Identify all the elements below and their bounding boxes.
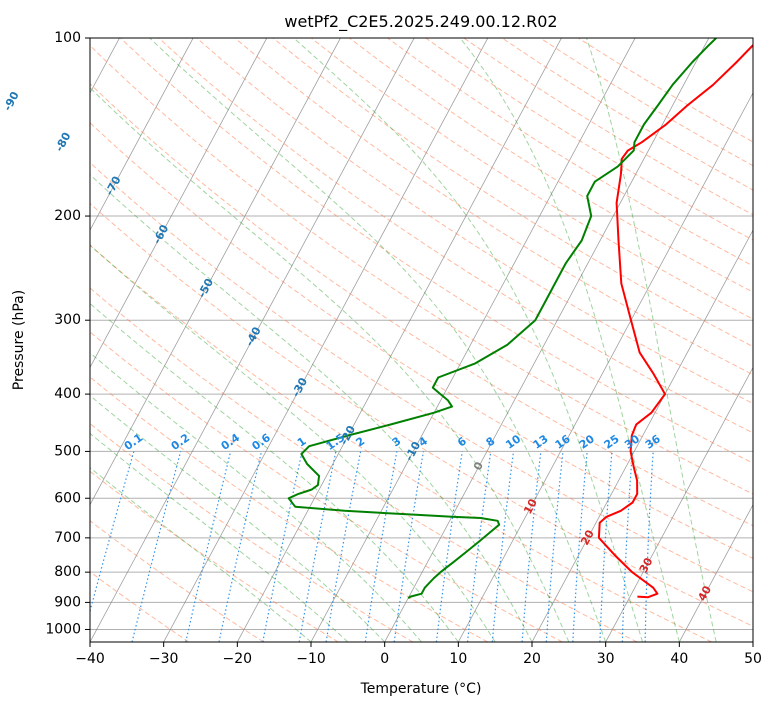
y-tick-label: 500: [54, 443, 81, 459]
mixing-ratio-label: 0.4: [219, 431, 243, 453]
dry-adiabat-line: [578, 38, 775, 642]
plot-frame: [90, 38, 753, 642]
mixing-ratio-line: [132, 451, 181, 642]
x-axis-label: Temperature (°C): [360, 681, 482, 697]
mixing-ratio-line: [394, 451, 423, 642]
isotherm-label-warm: 20: [578, 527, 597, 547]
y-tick-label: 200: [54, 208, 81, 224]
isotherm-label-warm: 40: [695, 583, 714, 603]
isotherm-line: [753, 38, 775, 642]
mixing-ratio-line: [365, 451, 397, 642]
isotherm-label: -80: [53, 130, 74, 154]
moist-adiabat-line: [0, 38, 348, 642]
y-tick-label: 1000: [45, 621, 81, 637]
isotherm-label-zero: 0: [471, 459, 486, 472]
x-tick-label: 0: [380, 651, 389, 667]
mixing-ratio-line: [436, 451, 462, 642]
mixing-ratio-label: 0.6: [249, 431, 273, 453]
dry-adiabat-line: [349, 38, 775, 642]
mixing-ratio-line: [622, 451, 632, 642]
mixing-ratio-line: [468, 451, 491, 642]
mixing-ratio-label: 6: [455, 434, 469, 449]
x-tick-label: 50: [744, 651, 762, 667]
mixing-ratio-label: 1: [295, 434, 309, 449]
y-tick-label: 800: [54, 564, 81, 580]
x-tick-label: −10: [296, 651, 326, 667]
isotherm-label: -30: [289, 375, 310, 399]
isotherm-label: -50: [195, 276, 216, 300]
moist-adiabat-line: [460, 38, 679, 642]
isotherm-label: -90: [1, 89, 22, 113]
x-tick-label: −40: [75, 651, 105, 667]
temperature-profile-line: [599, 38, 761, 597]
dry-adiabat-line: [0, 38, 264, 642]
isotherm-label: -40: [243, 324, 264, 348]
moist-adiabat-line: [42, 38, 569, 642]
y-axis-label: Pressure (hPa): [11, 290, 27, 390]
y-tick-label: 600: [54, 490, 81, 506]
dry-adiabat-line: [0, 38, 637, 642]
mixing-ratio-label: 8: [484, 434, 498, 449]
mixing-ratio-line: [546, 451, 563, 642]
x-tick-label: 10: [449, 651, 467, 667]
y-tick-label: 900: [54, 594, 81, 610]
dry-adiabat-line: [388, 38, 775, 642]
mixing-ratio-line: [492, 451, 513, 642]
mixing-ratio-label: 20: [577, 432, 597, 452]
mixing-ratio-line: [263, 451, 302, 642]
mixing-ratio-label: 16: [553, 432, 573, 452]
mixing-ratio-line: [186, 451, 231, 642]
mixing-ratio-label: 2: [353, 434, 367, 449]
isotherm-label: -60: [150, 222, 171, 246]
dry-adiabat-line: [0, 38, 189, 642]
x-tick-label: −30: [149, 651, 179, 667]
x-tick-label: 20: [523, 651, 541, 667]
dry-adiabat-line: [0, 38, 712, 642]
moist-adiabat-line: [587, 38, 717, 642]
mixing-ratio-label: 36: [643, 432, 663, 452]
isotherm-line: [164, 38, 488, 642]
mixing-ratio-line: [645, 451, 653, 642]
dewpoint-profile-line: [289, 38, 717, 598]
x-tick-label: 40: [670, 651, 688, 667]
mixing-ratio-label: 0.2: [169, 431, 192, 453]
moist-adiabat-line: [0, 38, 311, 642]
mixing-ratio-label: 0.1: [122, 431, 145, 453]
isotherm-line: [606, 38, 775, 642]
isopleth-labels: -100-90-80-70-60-50-40-30-20-10010203040…: [0, 42, 714, 603]
y-tick-label: 100: [54, 30, 81, 46]
isotherm-line: [16, 38, 340, 642]
mixing-ratio-label: 13: [531, 432, 551, 451]
y-tick-label: 700: [54, 530, 81, 546]
moist-adiabat-line: [0, 38, 422, 642]
x-tick-label: −20: [223, 651, 253, 667]
chart-title: wetPf2_C2E5.2025.249.00.12.R02: [284, 12, 557, 32]
isotherm-label-warm: 10: [521, 496, 540, 516]
y-tick-label: 300: [54, 312, 81, 328]
mixing-ratio-line: [299, 451, 336, 642]
moist-adiabat-line: [0, 38, 458, 642]
dry-adiabat-line: [311, 38, 775, 642]
dry-adiabat-line: [0, 38, 338, 642]
x-tick-label: 30: [597, 651, 615, 667]
moist-adiabat-line: [0, 38, 385, 642]
dry-adiabat-line: [426, 38, 775, 642]
mixing-ratio-line: [573, 451, 587, 642]
y-tick-label: 400: [54, 386, 81, 402]
dry-adiabat-line: [273, 38, 775, 642]
mixing-ratio-label: 3: [390, 434, 404, 449]
